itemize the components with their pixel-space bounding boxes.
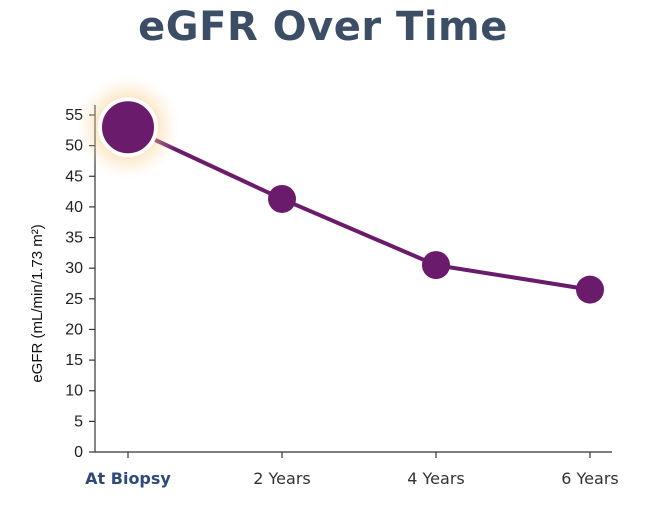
data-point[interactable] — [268, 184, 296, 213]
y-tick-label: 10 — [65, 383, 83, 400]
y-tick-label: 45 — [65, 168, 83, 185]
y-tick-label: 0 — [74, 444, 83, 461]
y-tick-label: 30 — [65, 260, 83, 277]
chart-title: eGFR Over Time — [138, 4, 508, 50]
y-tick-label: 40 — [65, 199, 83, 216]
x-tick-label: 6 Years — [561, 469, 618, 488]
x-tick-labels: At Biopsy 2 Years 4 Years 6 Years — [85, 469, 619, 488]
data-point[interactable] — [576, 275, 604, 304]
y-tick-label: 35 — [65, 230, 83, 247]
y-tick-label: 20 — [65, 321, 83, 338]
data-point[interactable] — [422, 251, 450, 280]
y-axis-label: eGFR (mL/min/1.73 m²) — [29, 224, 46, 382]
y-tick-label: 15 — [65, 352, 83, 369]
y-tick-label: 25 — [65, 291, 83, 308]
x-tick-label: 2 Years — [253, 469, 310, 488]
data-point-highlighted[interactable] — [98, 97, 158, 158]
series-group — [76, 75, 604, 304]
x-tick-label: 4 Years — [407, 469, 464, 488]
x-tick-label: At Biopsy — [85, 469, 171, 488]
y-tick-label: 5 — [74, 413, 83, 430]
series-line — [127, 125, 591, 292]
